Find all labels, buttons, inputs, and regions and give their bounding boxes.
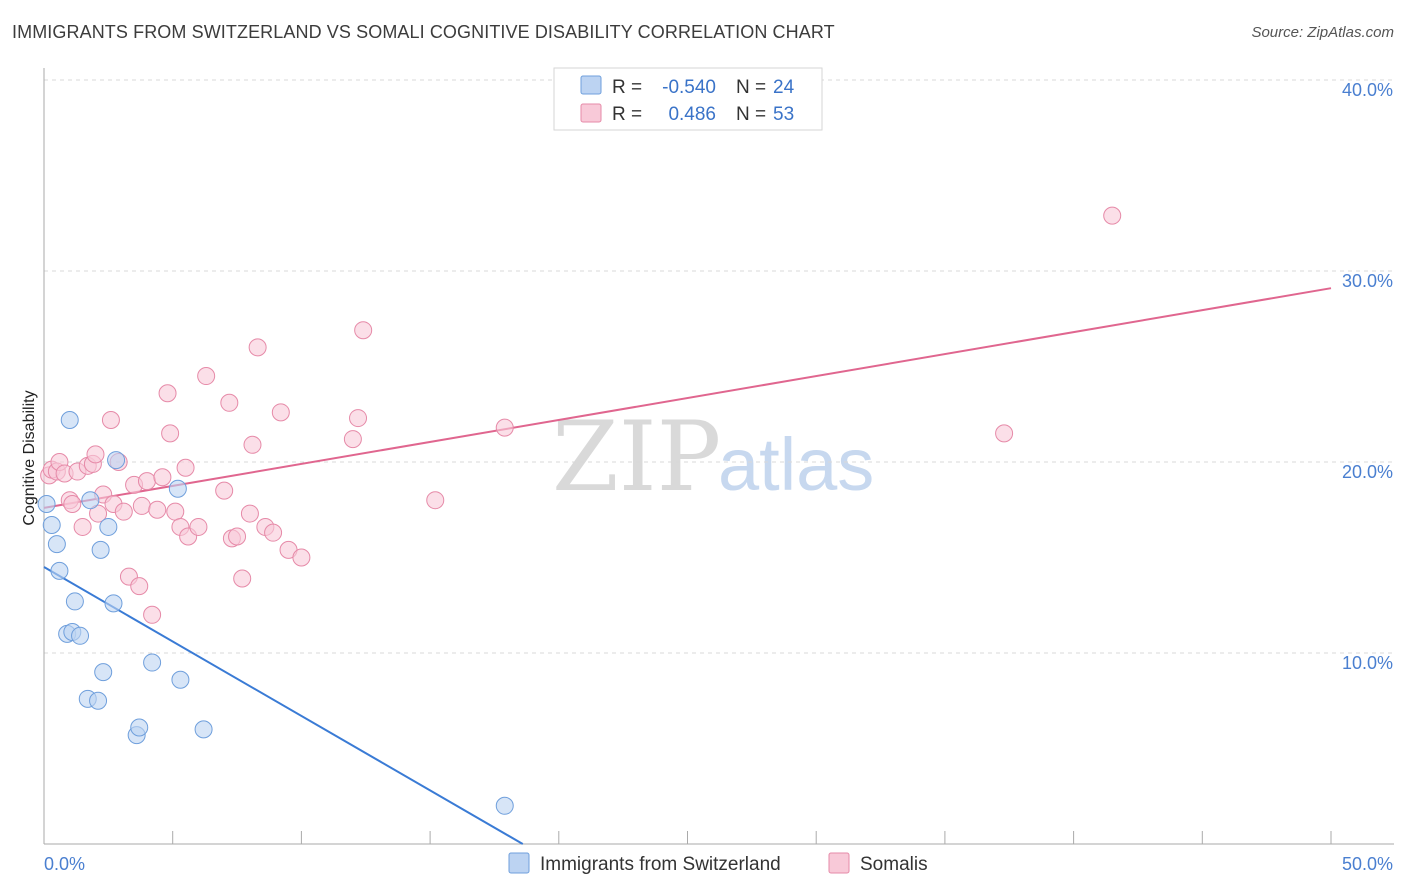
data-point-pink	[137, 472, 156, 491]
data-point-pink	[354, 321, 373, 340]
data-point-blue	[107, 451, 126, 470]
data-point-blue	[495, 796, 514, 815]
data-point-pink	[176, 458, 195, 477]
y-tick-label: 20.0%	[1342, 462, 1393, 482]
data-point-pink	[271, 403, 290, 422]
legend-swatch-pink	[580, 103, 602, 123]
bottom-legend-swatch-pink	[828, 852, 850, 874]
data-point-blue	[130, 718, 149, 737]
legend-n-label-pink: N =	[736, 104, 766, 125]
data-point-pink	[143, 605, 162, 624]
watermark-zip: ZIP	[552, 401, 721, 513]
data-point-pink	[243, 435, 262, 454]
x-tick-label-max: 50.0%	[1342, 854, 1393, 874]
bottom-legend-label-blue: Immigrants from Switzerland	[540, 854, 781, 875]
legend-r-value-pink: 0.486	[668, 104, 716, 125]
data-point-pink	[264, 523, 283, 542]
grid-lines	[44, 79, 1394, 654]
data-point-blue	[99, 517, 118, 536]
legend-r-label-blue: R =	[612, 77, 642, 98]
legend-r-label-pink: R =	[612, 104, 642, 125]
y-tick-label: 10.0%	[1342, 653, 1393, 673]
bottom-legend-label-pink: Somalis	[860, 854, 928, 875]
data-point-pink	[248, 338, 267, 357]
data-point-blue	[71, 626, 90, 645]
data-point-pink	[89, 504, 108, 523]
chart-source: Source: ZipAtlas.com	[1251, 24, 1394, 41]
trend-lines	[43, 287, 1332, 845]
data-point-pink	[63, 495, 82, 514]
data-point-blue	[94, 663, 113, 682]
data-point-blue	[42, 516, 61, 535]
data-point-pink	[343, 430, 362, 449]
data-point-blue	[168, 479, 187, 498]
axes	[43, 68, 1394, 845]
data-point-blue	[91, 540, 110, 559]
data-point-blue	[37, 495, 56, 514]
data-point-blue	[89, 691, 108, 710]
data-point-pink	[158, 384, 177, 403]
data-point-blue	[81, 491, 100, 510]
trend-line-blue	[43, 566, 524, 845]
y-tick-label: 40.0%	[1342, 80, 1393, 100]
data-point-pink	[189, 517, 208, 536]
data-point-pink	[220, 393, 239, 412]
data-point-pink	[86, 445, 105, 464]
y-axis-label: Cognitive Disability	[21, 390, 38, 525]
data-point-blue	[143, 653, 162, 672]
data-point-pink	[73, 517, 92, 536]
legend-r-value-blue: -0.540	[662, 77, 716, 98]
data-point-pink	[153, 468, 172, 487]
data-point-pink	[101, 410, 120, 429]
chart-title: IMMIGRANTS FROM SWITZERLAND VS SOMALI CO…	[12, 22, 835, 42]
data-point-pink	[166, 502, 185, 521]
x-tick-label-min: 0.0%	[44, 854, 85, 874]
data-point-pink	[114, 502, 133, 521]
data-point-pink	[130, 577, 149, 596]
data-point-pink	[161, 424, 180, 443]
data-point-blue	[47, 535, 66, 554]
legend-n-label-blue: N =	[736, 77, 766, 98]
series-legend: Immigrants from Switzerland Somalis	[508, 852, 928, 875]
data-point-blue	[194, 720, 213, 739]
data-point-pink	[215, 481, 234, 500]
data-point-pink	[197, 367, 216, 386]
data-point-pink	[148, 500, 167, 519]
data-point-pink	[995, 424, 1014, 443]
stats-legend: R = -0.540 N = 24 R = 0.486 N = 53	[553, 67, 823, 131]
data-point-blue	[50, 561, 69, 580]
x-ticks	[43, 831, 1332, 844]
data-point-blue	[171, 670, 190, 689]
trend-line-pink	[43, 287, 1332, 509]
data-point-pink	[132, 496, 151, 515]
data-point-pink	[495, 418, 514, 437]
bottom-legend-swatch-blue	[508, 852, 530, 874]
scatter-points	[37, 206, 1122, 815]
data-point-pink	[292, 548, 311, 567]
data-point-blue	[104, 594, 123, 613]
data-point-pink	[228, 527, 247, 546]
legend-swatch-blue	[580, 75, 602, 95]
data-point-pink	[349, 409, 368, 428]
data-point-pink	[426, 491, 445, 510]
data-point-pink	[233, 569, 252, 588]
watermark-atlas: atlas	[718, 423, 874, 506]
data-point-blue	[65, 592, 84, 611]
data-point-pink	[1103, 206, 1122, 225]
data-point-blue	[60, 410, 79, 429]
legend-n-value-pink: 53	[773, 104, 794, 125]
data-point-pink	[240, 504, 259, 523]
legend-n-value-blue: 24	[773, 77, 795, 98]
y-tick-label: 30.0%	[1342, 271, 1393, 291]
y-tick-labels: 10.0% 20.0% 30.0% 40.0%	[1342, 80, 1393, 673]
